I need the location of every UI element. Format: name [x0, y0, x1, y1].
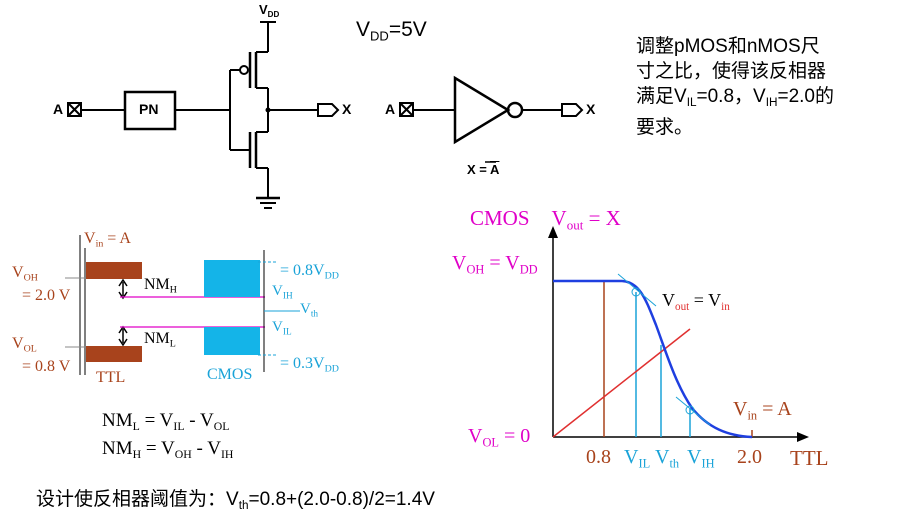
nml-formula: NML = VIL - VOL: [102, 410, 230, 434]
tick-label-vth: Vth: [655, 446, 680, 471]
transfer-title: CMOS Vout = X: [470, 206, 621, 233]
output-x2-arrow-icon: [561, 103, 584, 117]
nmh-arrow-icon: [118, 278, 128, 300]
vol-label: VOL = 0.8 V: [12, 335, 71, 376]
supply-voltage-label: VDD=5V: [356, 18, 427, 44]
ground-icon: [256, 196, 280, 209]
diagonal-vout-vin-line: [552, 328, 691, 438]
nmh-label: NMH: [144, 276, 177, 296]
transfer-diagonal-label: Vout = Vin: [662, 290, 730, 313]
voh-label: VOH = 2.0 V: [12, 264, 71, 305]
input-a-label: A: [53, 101, 64, 117]
tick-label-vil: VIL: [624, 446, 651, 471]
cmos-low-bar: [204, 327, 260, 355]
tick-label-20: 2.0: [737, 446, 762, 468]
pn-block-label: PN: [139, 101, 159, 117]
tangent-low-line: [675, 396, 711, 426]
vdd-rail-label: VDD: [259, 2, 280, 19]
ttl-high-bar: [86, 262, 142, 279]
unity-gain-point-high: [631, 287, 641, 297]
pmos-transistor-icon: [230, 38, 269, 89]
tick-label-vih: VIH: [687, 446, 715, 471]
unity-gain-point-low: [685, 405, 695, 415]
tangent-high-line: [617, 273, 657, 307]
nmh-formula: NMH = VOH - VIH: [102, 438, 234, 462]
design-note: 调整pMOS和nMOS尺 寸之比，使得该反相器 满足VIL=0.8，VIH=2.…: [636, 34, 834, 140]
inverter-equation: X = A: [467, 162, 500, 177]
transfer-curve-line: [553, 279, 753, 439]
threshold-footer: 设计使反相器阈值为：Vth=0.8+(2.0-0.8)/2=1.4V: [36, 489, 435, 513]
cmos-low-level: = 0.3VDD: [280, 355, 339, 375]
note-line1: 调整pMOS和nMOS尺: [636, 36, 820, 57]
vth-level-label: Vth: [300, 301, 319, 320]
vin-label: Vin = A: [84, 230, 131, 250]
vil-level-label: VIL: [272, 319, 292, 338]
cmos-high-level: = 0.8VDD: [280, 262, 339, 282]
output-x-label: X: [342, 101, 352, 117]
y-axis-arrow-icon: [548, 226, 558, 238]
note-line2: 寸之比，使得该反相器: [636, 61, 827, 82]
x-axis-arrow-icon: [797, 432, 809, 442]
note-line3: 满足VIL=0.8，VIH=2.0的: [636, 86, 834, 110]
vih-level-label: VIH: [272, 283, 293, 302]
ttl-low-bar: [86, 346, 142, 362]
nml-label: NML: [144, 330, 176, 350]
output-x2-label: X: [586, 101, 596, 117]
transfer-voh-label: VOH = VDD: [452, 252, 538, 277]
transfer-vol-label: VOL = 0: [468, 425, 531, 450]
output-x-arrow-icon: [317, 103, 340, 117]
cmos-label: CMOS: [207, 366, 253, 383]
tick-label-08: 0.8: [586, 446, 611, 468]
transfer-ttl-label: TTL: [790, 446, 829, 470]
ttl-label: TTL: [96, 369, 126, 386]
cmos-high-bar: [204, 260, 260, 297]
input-a2-label: A: [385, 101, 396, 117]
noise-margin-formulas: NML = VIL - VOL NMH = VOH - VIH: [102, 410, 233, 466]
transfer-vin-label: Vin = A: [733, 398, 792, 423]
note-line4: 要求。: [636, 117, 694, 139]
nmos-transistor-icon: [230, 131, 268, 169]
